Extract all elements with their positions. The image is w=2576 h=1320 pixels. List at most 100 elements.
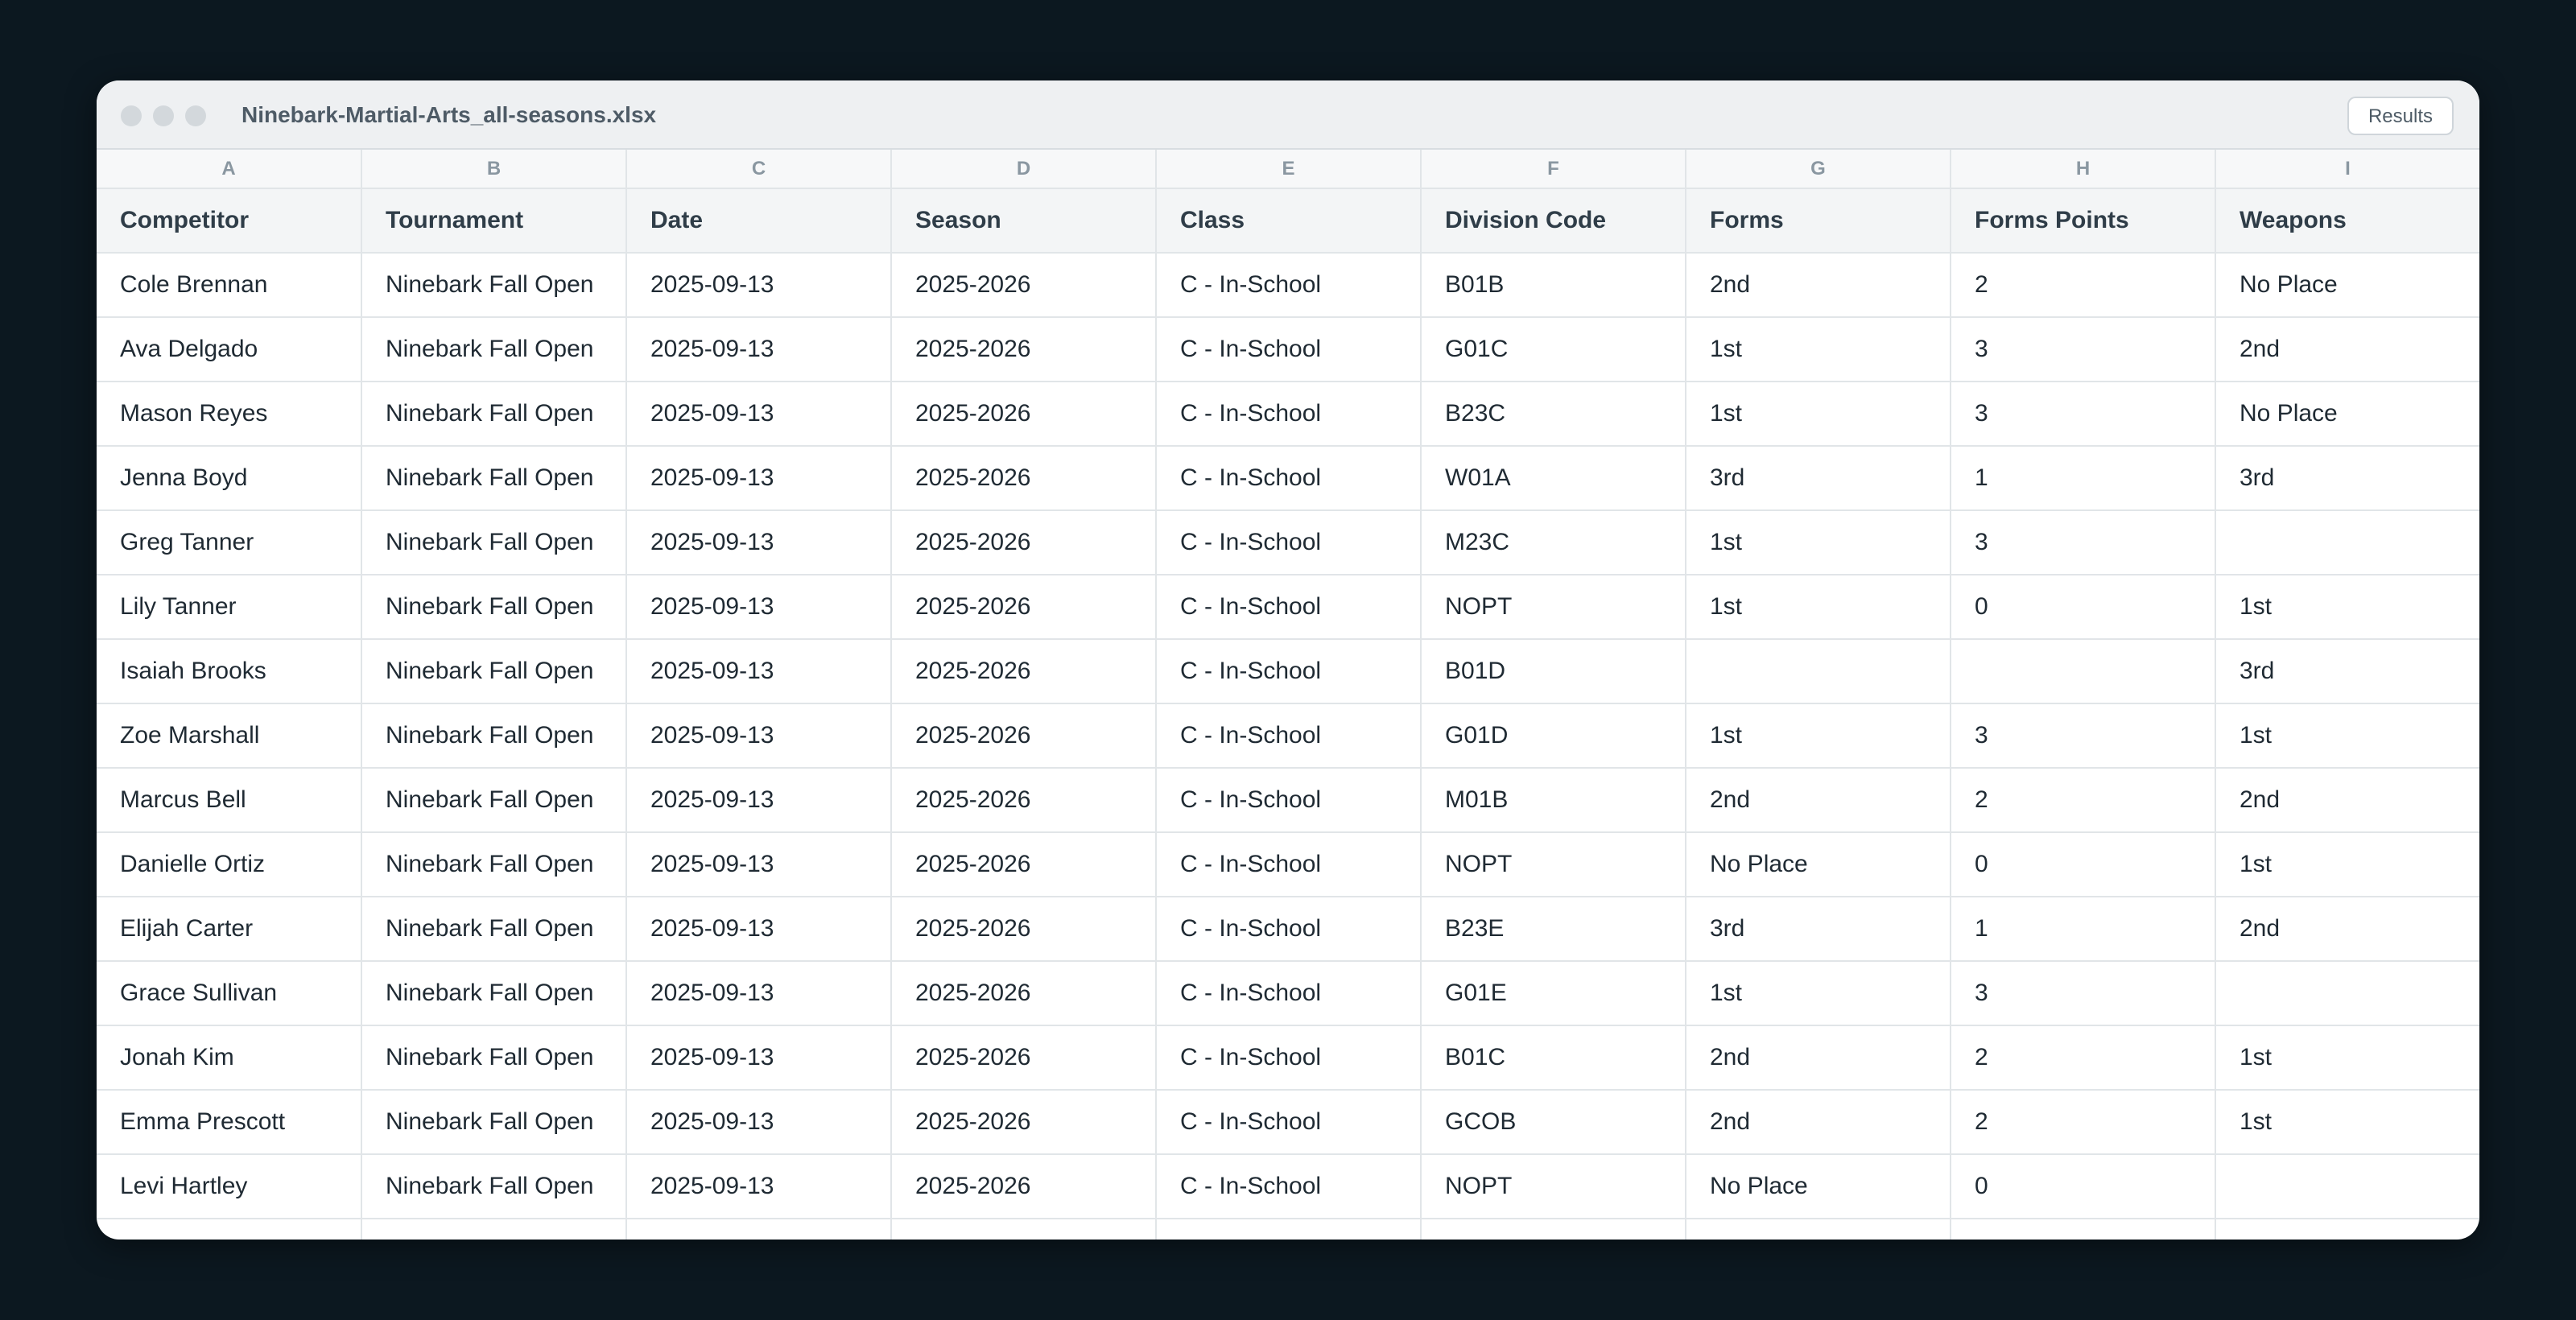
table-cell[interactable]: 2025-2026 [891, 1025, 1157, 1091]
table-cell[interactable]: 2025-09-13 [626, 575, 892, 640]
table-cell[interactable]: 1st [2215, 1025, 2479, 1091]
table-cell[interactable]: Ninebark Fall Open [361, 639, 627, 704]
table-cell[interactable]: 2025-09-13 [626, 703, 892, 769]
table-cell[interactable]: C - In-School [1156, 703, 1422, 769]
table-cell[interactable]: 2025-2026 [891, 768, 1157, 833]
table-cell[interactable]: Cole Brennan [97, 253, 362, 318]
table-cell[interactable]: 3 [1951, 317, 2216, 382]
column-letter[interactable]: C [626, 150, 892, 189]
table-cell[interactable]: 2025-09-13 [626, 1154, 892, 1219]
table-cell[interactable]: 1st [2215, 832, 2479, 897]
table-cell[interactable]: C - In-School [1156, 832, 1422, 897]
table-cell[interactable]: 3 [1951, 382, 2216, 447]
table-cell[interactable]: 0 [1951, 832, 2216, 897]
table-cell[interactable]: Ninebark Fall Open [361, 832, 627, 897]
table-cell[interactable]: Grace Sullivan [97, 961, 362, 1026]
table-cell[interactable]: 0 [1951, 1154, 2216, 1219]
table-cell[interactable]: W01A [1421, 446, 1686, 511]
table-cell[interactable]: C - In-School [1156, 317, 1422, 382]
table-cell[interactable]: 3rd [1686, 897, 1951, 962]
table-cell[interactable]: Ninebark Fall Open [361, 253, 627, 318]
column-letter[interactable]: F [1421, 150, 1686, 189]
table-cell[interactable]: C - In-School [1156, 253, 1422, 318]
table-cell[interactable]: 1st [2215, 575, 2479, 640]
table-cell[interactable]: C - In-School [1156, 382, 1422, 447]
table-cell[interactable]: 2025-2026 [891, 1154, 1157, 1219]
table-cell[interactable]: 2025-2026 [891, 253, 1157, 318]
table-cell[interactable]: 2nd [2215, 317, 2479, 382]
table-cell[interactable]: 2025-09-13 [626, 768, 892, 833]
table-cell[interactable] [2215, 510, 2479, 575]
table-cell[interactable]: Ninebark Fall Open [361, 317, 627, 382]
table-cell[interactable]: 2025-2026 [891, 317, 1157, 382]
table-cell[interactable]: 2025-2026 [891, 703, 1157, 769]
table-cell[interactable]: C - In-School [1156, 1154, 1422, 1219]
table-cell[interactable]: C - In-School [1156, 510, 1422, 575]
table-cell[interactable]: GCOB [1421, 1090, 1686, 1155]
table-cell[interactable]: Ninebark Fall Open [361, 575, 627, 640]
table-cell[interactable]: B01B [1421, 253, 1686, 318]
maximize-window-icon[interactable] [185, 105, 206, 126]
table-cell[interactable]: C - In-School [1156, 897, 1422, 962]
table-cell[interactable]: Jenna Boyd [97, 446, 362, 511]
table-cell[interactable]: Greg Tanner [97, 510, 362, 575]
minimize-window-icon[interactable] [153, 105, 174, 126]
table-cell[interactable]: 2025-09-13 [626, 446, 892, 511]
table-cell[interactable]: 2025-2026 [891, 639, 1157, 704]
table-cell[interactable] [1951, 639, 2216, 704]
table-cell[interactable]: 2025-2026 [891, 382, 1157, 447]
table-cell[interactable]: 3rd [1686, 446, 1951, 511]
column-letter[interactable]: G [1686, 150, 1951, 189]
table-cell[interactable]: 2025-09-13 [626, 253, 892, 318]
table-cell[interactable]: 1st [1686, 510, 1951, 575]
table-cell[interactable]: M23C [1421, 510, 1686, 575]
table-cell[interactable]: C - In-School [1156, 1090, 1422, 1155]
table-cell[interactable] [2215, 961, 2479, 1026]
table-cell[interactable]: B01D [1421, 639, 1686, 704]
table-cell[interactable]: Ava Delgado [97, 317, 362, 382]
table-cell[interactable]: 2025-2026 [891, 446, 1157, 511]
header-cell-weapons[interactable]: Weapons [2215, 188, 2479, 254]
table-cell[interactable] [2215, 1219, 2479, 1240]
table-cell[interactable]: 2025-2026 [891, 832, 1157, 897]
column-letter[interactable]: D [891, 150, 1157, 189]
table-cell[interactable] [361, 1219, 627, 1240]
column-letter[interactable]: B [361, 150, 627, 189]
table-cell[interactable]: C - In-School [1156, 961, 1422, 1026]
table-cell[interactable]: 2025-2026 [891, 961, 1157, 1026]
table-cell[interactable]: NOPT [1421, 832, 1686, 897]
table-cell[interactable]: 2025-09-13 [626, 382, 892, 447]
table-cell[interactable] [626, 1219, 892, 1240]
table-cell[interactable]: 2025-09-13 [626, 1090, 892, 1155]
table-cell[interactable]: Zoe Marshall [97, 703, 362, 769]
table-cell[interactable]: G01D [1421, 703, 1686, 769]
table-cell[interactable]: 2nd [2215, 768, 2479, 833]
header-cell-competitor[interactable]: Competitor [97, 188, 362, 254]
table-cell[interactable]: 3rd [2215, 639, 2479, 704]
table-cell[interactable]: No Place [1686, 1154, 1951, 1219]
table-cell[interactable]: C - In-School [1156, 446, 1422, 511]
table-cell[interactable] [2215, 1154, 2479, 1219]
table-cell[interactable]: 1st [2215, 703, 2479, 769]
table-cell[interactable]: Ninebark Fall Open [361, 1154, 627, 1219]
table-cell[interactable]: 2025-09-13 [626, 317, 892, 382]
table-cell[interactable]: 2025-09-13 [626, 639, 892, 704]
table-cell[interactable]: 2025-2026 [891, 1090, 1157, 1155]
table-cell[interactable]: Ninebark Fall Open [361, 1090, 627, 1155]
table-cell[interactable]: Ninebark Fall Open [361, 446, 627, 511]
table-cell[interactable]: Ninebark Fall Open [361, 1025, 627, 1091]
table-cell[interactable]: Ninebark Fall Open [361, 382, 627, 447]
table-cell[interactable]: Levi Hartley [97, 1154, 362, 1219]
table-cell[interactable]: 2 [1951, 768, 2216, 833]
table-cell[interactable]: Elijah Carter [97, 897, 362, 962]
table-cell[interactable]: Mason Reyes [97, 382, 362, 447]
table-cell[interactable] [97, 1219, 362, 1240]
table-cell[interactable]: C - In-School [1156, 575, 1422, 640]
table-cell[interactable]: 2 [1951, 1090, 2216, 1155]
table-cell[interactable]: Ninebark Fall Open [361, 768, 627, 833]
table-cell[interactable]: G01E [1421, 961, 1686, 1026]
table-cell[interactable]: 2025-09-13 [626, 510, 892, 575]
table-cell[interactable]: 2025-2026 [891, 575, 1157, 640]
table-cell[interactable]: 2025-09-13 [626, 961, 892, 1026]
column-letter[interactable]: H [1951, 150, 2216, 189]
